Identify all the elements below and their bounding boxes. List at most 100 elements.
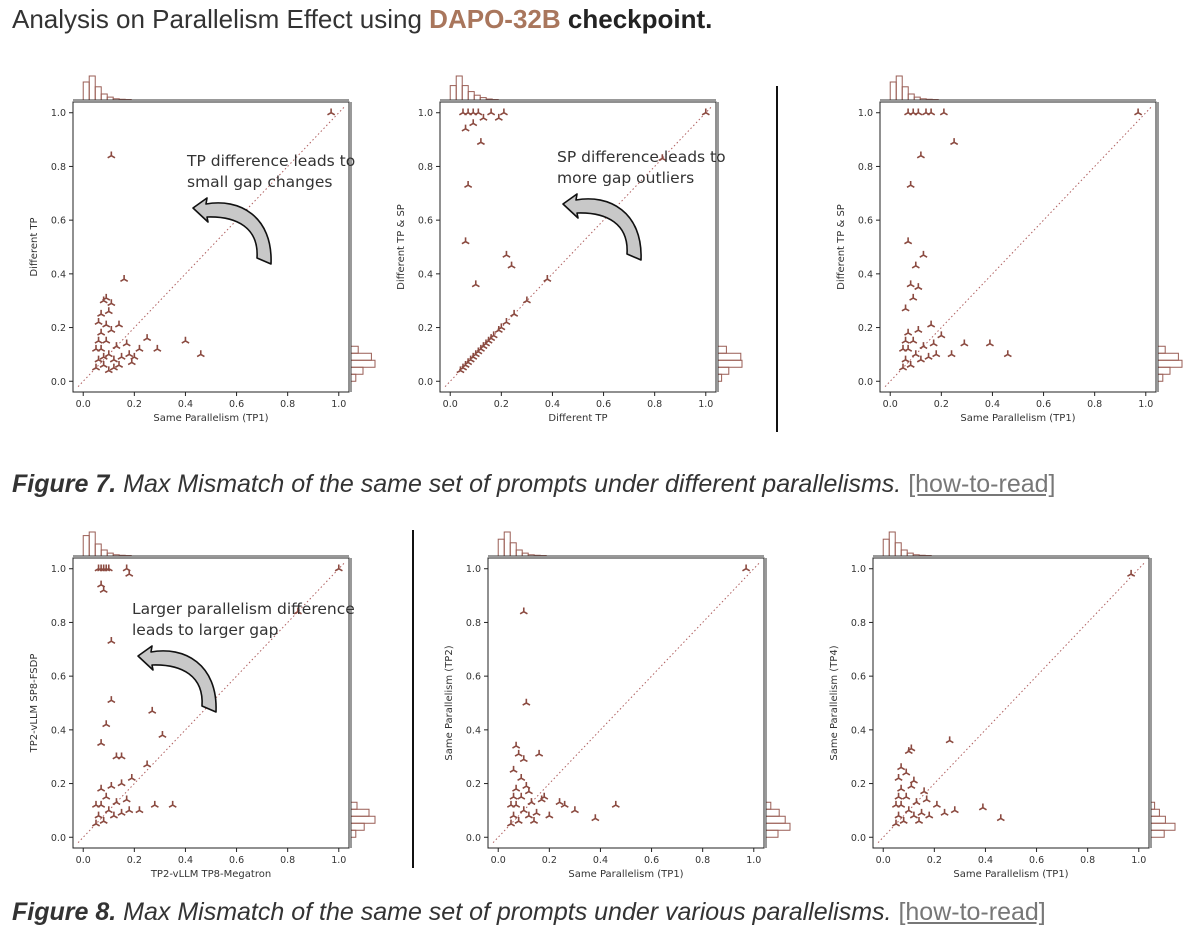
x-tick-label: 1.0 <box>1131 855 1146 866</box>
data-point <box>143 334 152 342</box>
right-hist-bar <box>717 352 742 361</box>
data-point <box>94 336 103 344</box>
right-hist-bar <box>717 373 723 382</box>
data-point <box>112 798 121 806</box>
top-hist-bar <box>82 81 90 101</box>
data-point <box>327 108 336 116</box>
data-point <box>509 792 518 800</box>
top-marginal-histogram <box>488 531 764 557</box>
data-point <box>117 779 126 787</box>
x-tick-label: 0.4 <box>593 855 608 866</box>
diagonal-reference-line <box>492 563 760 843</box>
data-point <box>891 819 901 827</box>
data-point <box>487 108 496 116</box>
data-point <box>507 261 516 269</box>
y-tick-label: 0.4 <box>858 269 873 280</box>
top-hist-bar <box>900 549 908 557</box>
y-tick-label: 0.6 <box>51 672 66 683</box>
right-hist-bar <box>350 359 376 368</box>
scatter-points <box>91 564 343 827</box>
right-hist-bar <box>717 359 743 368</box>
data-point <box>109 811 118 819</box>
data-point <box>519 607 528 615</box>
data-point <box>919 342 928 350</box>
data-point <box>114 360 124 368</box>
figure8-how-to-read-link[interactable]: [how-to-read] <box>898 898 1046 926</box>
chart-panel-4: 0.0 0.0 0.2 0.2 0.4 0.4 0.6 0.6 0.8 0.8 1.0 1.0 TP2-… <box>29 531 376 880</box>
x-tick-label: 0.4 <box>178 399 193 410</box>
data-point <box>107 299 116 307</box>
y-tick-label: 0.0 <box>466 833 481 844</box>
data-point <box>127 773 136 781</box>
x-tick-label: 0.0 <box>883 399 898 410</box>
data-point <box>107 696 116 704</box>
top-marginal-histogram <box>73 75 349 101</box>
diagonal-reference-line <box>884 107 1152 387</box>
data-point <box>932 800 941 808</box>
y-tick-label: 0.6 <box>851 672 866 683</box>
data-point <box>469 119 478 127</box>
y-tick-label: 0.0 <box>51 377 66 388</box>
y-tick-label: 0.4 <box>51 269 66 280</box>
data-point <box>122 795 131 803</box>
data-point <box>924 352 933 360</box>
x-tick-label: 0.2 <box>927 855 942 866</box>
scatter-points <box>891 569 1136 827</box>
data-point <box>945 736 954 744</box>
x-tick-label: 1.0 <box>331 855 346 866</box>
data-point <box>522 782 531 790</box>
data-point <box>334 564 343 572</box>
y-tick-label: 0.4 <box>466 725 481 736</box>
data-point <box>916 151 925 159</box>
right-hist-bar <box>1150 801 1156 810</box>
right-hist-bar <box>1157 359 1183 368</box>
data-point <box>143 760 152 768</box>
data-point <box>898 363 908 371</box>
figure7-how-to-read-link[interactable]: [how-to-read] <box>908 470 1056 498</box>
right-hist-bar <box>350 822 365 831</box>
x-tick-label: 0.6 <box>1036 399 1051 410</box>
top-hist-bar <box>907 93 915 101</box>
right-hist-bar <box>765 829 779 838</box>
x-tick-label: 0.4 <box>178 855 193 866</box>
figure7-separator <box>776 86 778 432</box>
data-point <box>494 113 503 121</box>
x-tick-label: 0.2 <box>127 855 142 866</box>
y-axis-label: Same Parallelism (TP2) <box>444 645 455 760</box>
data-point <box>135 806 144 814</box>
data-point <box>939 108 948 116</box>
data-point <box>527 798 536 806</box>
x-tick-label: 0.8 <box>1080 855 1095 866</box>
data-point <box>91 800 101 808</box>
right-hist-bar <box>717 345 727 354</box>
figure7-text: Max Mismatch of the same set of prompts … <box>123 470 902 498</box>
right-hist-bar <box>717 366 730 375</box>
data-point <box>104 366 113 374</box>
data-point <box>107 637 116 645</box>
data-point <box>1003 350 1012 358</box>
figure8-separator <box>412 530 414 868</box>
right-hist-bar <box>350 345 359 354</box>
data-point <box>117 352 126 360</box>
x-tick-label: 0.2 <box>494 399 509 410</box>
data-point <box>97 309 106 317</box>
y-tick-label: 0.4 <box>51 725 66 736</box>
top-hist-bar <box>88 531 96 557</box>
x-tick-label: 1.0 <box>746 855 761 866</box>
right-hist-bar <box>1157 345 1166 354</box>
data-point <box>904 747 913 755</box>
y-tick-label: 0.0 <box>858 377 873 388</box>
x-tick-label: 0.0 <box>76 399 91 410</box>
data-point <box>196 350 205 358</box>
top-hist-bar <box>882 538 890 557</box>
top-hist-bar <box>88 75 96 101</box>
data-point <box>107 782 116 790</box>
data-point <box>929 339 938 347</box>
top-marginal-histogram <box>440 75 716 101</box>
data-point <box>560 800 569 808</box>
data-point <box>135 344 144 352</box>
data-point <box>461 124 470 132</box>
data-point <box>109 363 118 371</box>
data-point <box>742 564 751 572</box>
x-axis-label: Same Parallelism (TP1) <box>960 413 1075 424</box>
